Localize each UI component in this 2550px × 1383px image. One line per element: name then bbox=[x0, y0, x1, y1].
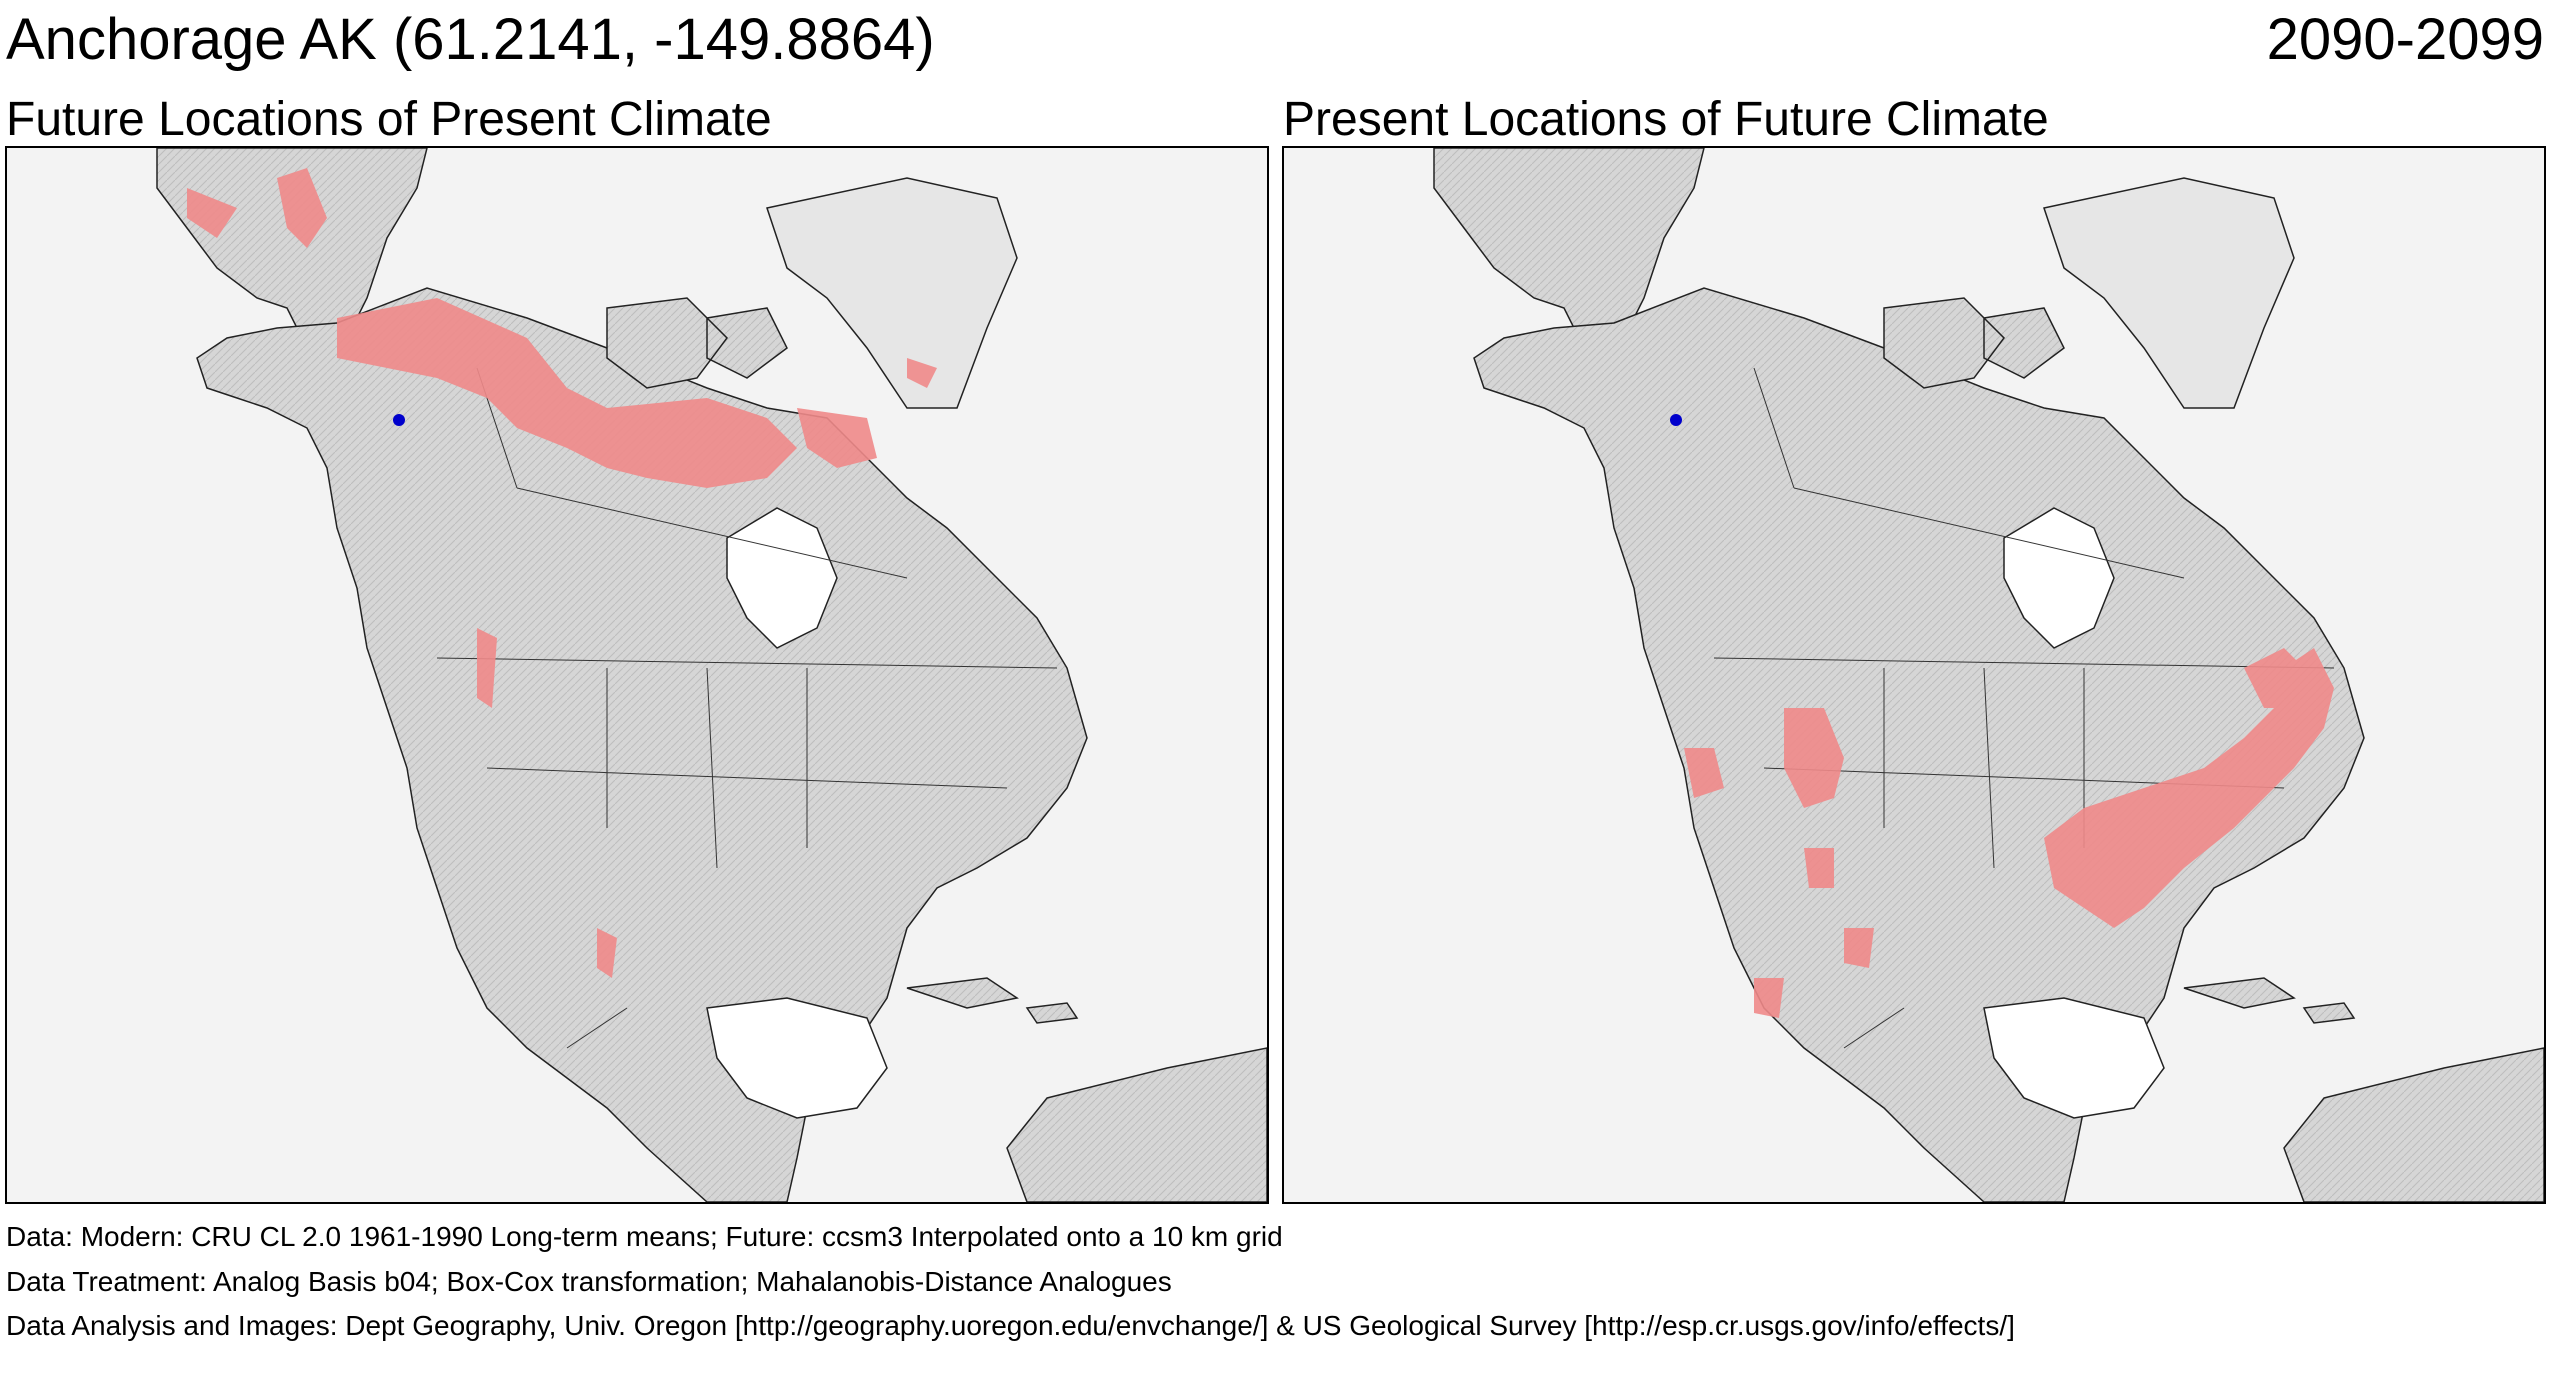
land-greenland bbox=[2043, 177, 2295, 409]
country-borders bbox=[1713, 367, 2335, 1049]
gulf-of-mexico bbox=[706, 997, 888, 1119]
land-arctic-islands bbox=[1883, 297, 2065, 389]
site-marker bbox=[393, 414, 405, 426]
footer-data-treatment: Data Treatment: Analog Basis b04; Box-Co… bbox=[6, 1266, 1172, 1297]
panel-title-future-locations: Future Locations of Present Climate bbox=[6, 93, 772, 146]
land-caribbean bbox=[906, 977, 1079, 1024]
period-title: 2090-2099 bbox=[2266, 7, 2544, 72]
land-south-america bbox=[1006, 1047, 1267, 1202]
map-future-locations bbox=[5, 146, 1269, 1204]
footer-data-analysis: Data Analysis and Images: Dept Geography… bbox=[6, 1310, 2015, 1341]
land-arctic-islands bbox=[606, 297, 788, 389]
analog-highlights bbox=[1684, 648, 2334, 1018]
map-canvas bbox=[156, 148, 1267, 1202]
map-present-locations bbox=[1282, 146, 2546, 1204]
analog-highlights bbox=[187, 168, 937, 978]
site-marker bbox=[1670, 414, 1682, 426]
panel-title-present-locations: Present Locations of Future Climate bbox=[1283, 93, 2049, 146]
land-south-america bbox=[2283, 1047, 2544, 1202]
land-north-america bbox=[196, 287, 1088, 1202]
gulf-of-mexico bbox=[1983, 997, 2165, 1119]
location-title: Anchorage AK (61.2141, -149.8864) bbox=[6, 7, 935, 72]
land-caribbean bbox=[2183, 977, 2356, 1024]
map-canvas bbox=[1433, 148, 2544, 1202]
land-greenland bbox=[766, 177, 1018, 409]
land-north-america bbox=[1473, 287, 2365, 1202]
country-borders bbox=[436, 367, 1058, 1049]
footer-data-source: Data: Modern: CRU CL 2.0 1961-1990 Long-… bbox=[6, 1221, 1283, 1252]
